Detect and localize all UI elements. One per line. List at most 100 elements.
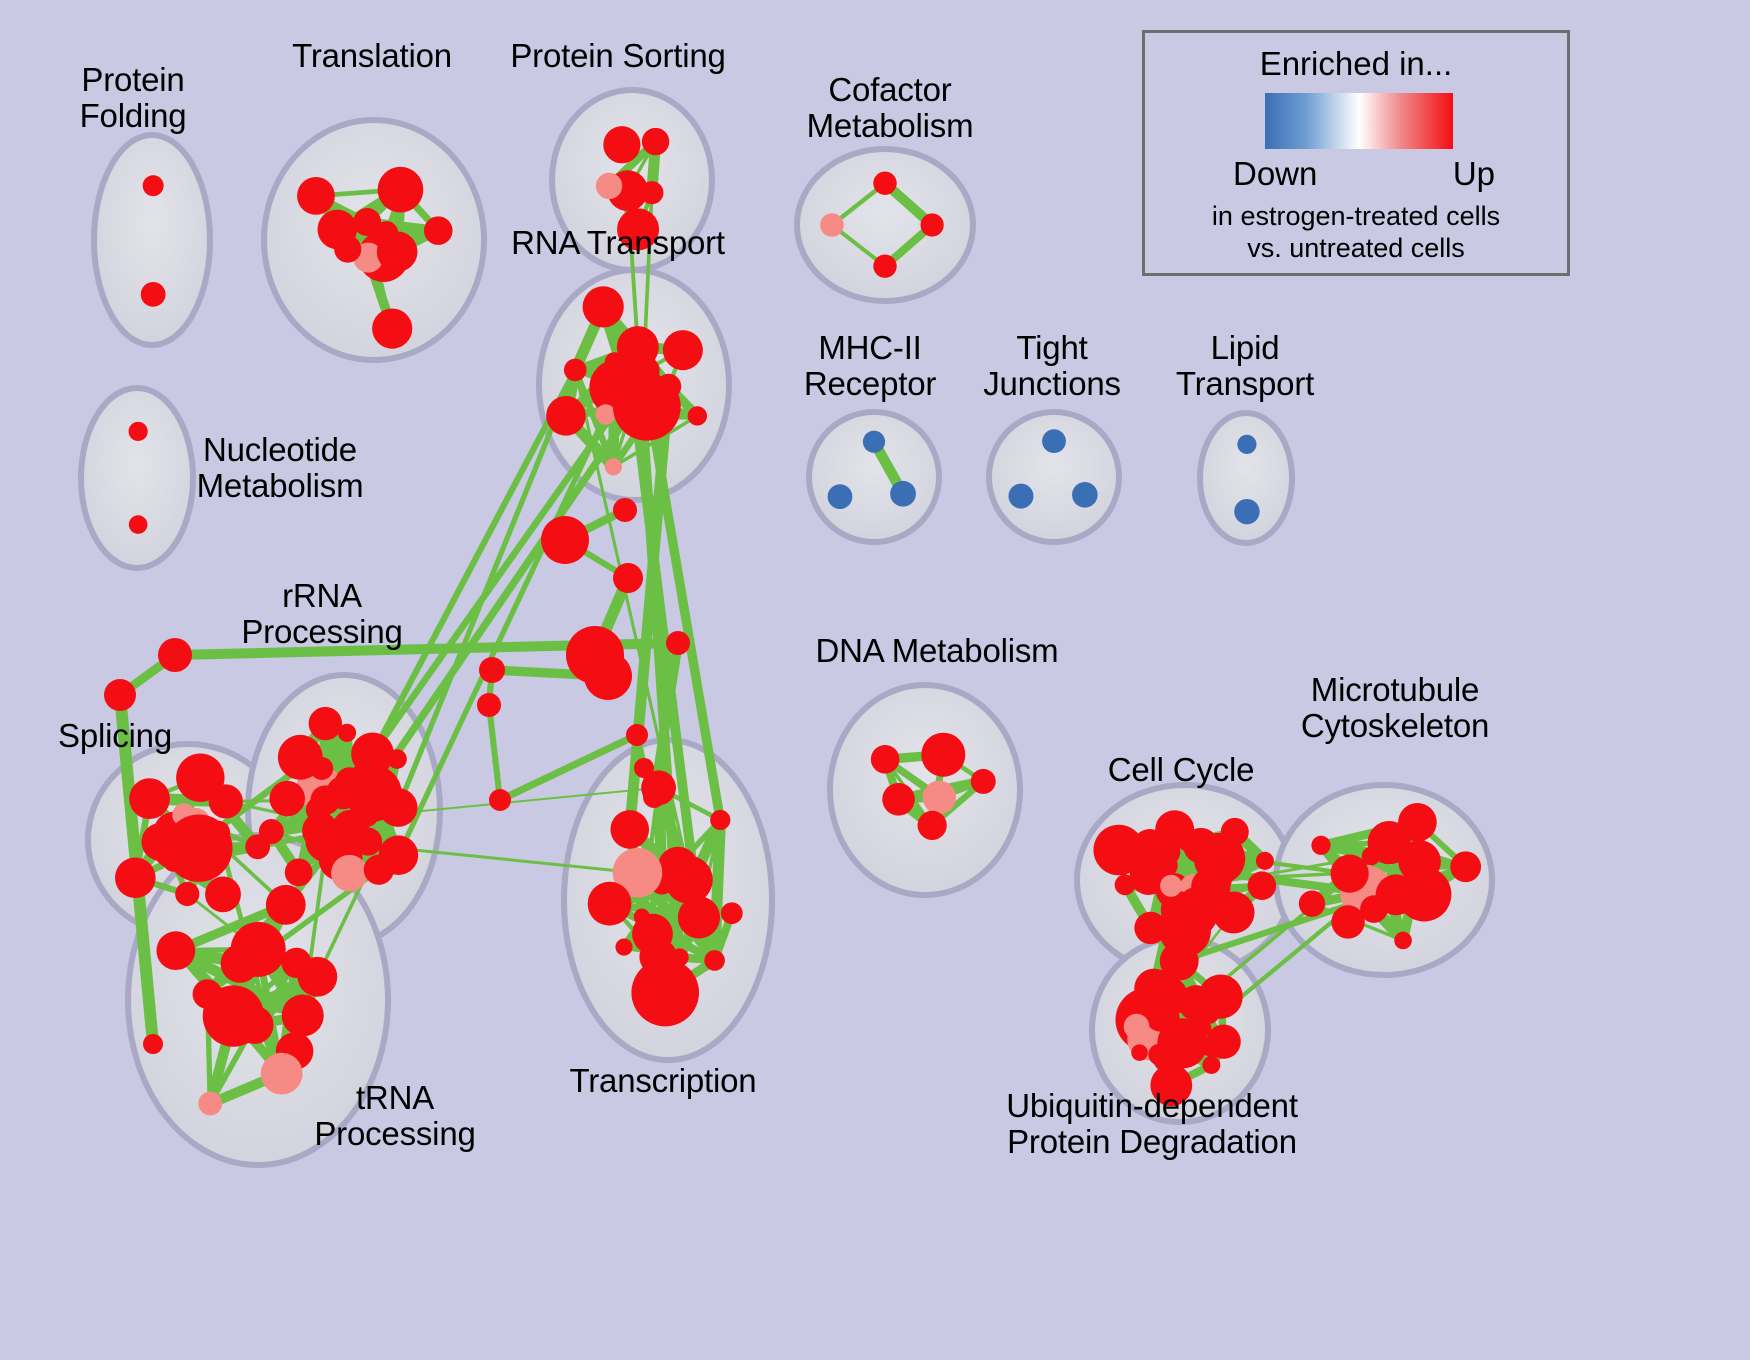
gene-set-node	[308, 706, 342, 741]
gene-set-node	[140, 281, 166, 307]
gene-set-node	[1255, 851, 1274, 870]
gene-set-node	[710, 809, 731, 831]
gene-set-node	[1132, 829, 1168, 864]
cluster-ellipse	[794, 146, 976, 304]
gene-set-node	[873, 171, 897, 195]
gene-set-node	[687, 406, 708, 426]
gene-set-node	[604, 458, 622, 476]
gene-set-node	[176, 753, 225, 802]
gene-set-node	[1134, 968, 1174, 1009]
gene-set-node	[617, 208, 660, 251]
gene-set-node	[662, 330, 703, 371]
gene-set-node	[612, 847, 663, 898]
gene-set-node	[202, 985, 265, 1047]
gene-set-node	[158, 638, 192, 672]
gene-set-node	[584, 652, 632, 700]
cluster-label-lipid-transport: Lipid Transport	[1175, 329, 1315, 402]
gene-set-node	[1331, 905, 1365, 939]
gene-set-node	[1159, 941, 1199, 981]
gene-set-node	[970, 768, 996, 794]
gene-set-node	[541, 516, 589, 564]
gene-set-node	[489, 789, 511, 811]
spine-edge	[485, 701, 504, 804]
cluster-label-rna-transport: RNA Transport	[511, 224, 725, 261]
cluster-label-protein-folding: Protein Folding	[79, 61, 187, 134]
gene-set-node	[922, 780, 956, 814]
gene-set-node	[198, 1091, 223, 1116]
gene-set-node	[1093, 824, 1145, 876]
gene-set-node	[1148, 1043, 1170, 1066]
gene-set-node	[334, 235, 362, 263]
gene-set-node	[337, 723, 357, 742]
gene-set-node	[820, 213, 844, 237]
gene-set-node	[363, 854, 394, 885]
gene-set-node	[612, 372, 681, 441]
gene-set-node	[632, 913, 673, 955]
gene-set-node	[613, 498, 637, 522]
gene-set-node	[613, 563, 643, 593]
gene-set-node	[643, 786, 665, 808]
gene-set-node	[143, 1034, 163, 1054]
gene-set-node	[603, 126, 641, 164]
gene-set-node	[616, 326, 659, 369]
legend-caption-line1: in estrogen-treated cells	[1211, 201, 1501, 231]
gene-set-node	[387, 749, 407, 769]
gene-set-node	[1134, 911, 1167, 945]
gene-set-node	[546, 396, 586, 436]
gene-set-node	[1394, 931, 1412, 950]
gene-set-node	[265, 884, 306, 925]
gene-set-node	[477, 693, 501, 717]
gene-set-node	[1202, 1055, 1221, 1074]
gene-set-node	[631, 958, 700, 1027]
gene-set-node	[1311, 835, 1331, 855]
gene-set-node	[260, 1052, 303, 1095]
gene-set-node	[1191, 1017, 1212, 1038]
cluster-label-dna-metabolism: DNA Metabolism	[815, 632, 1059, 669]
gene-set-node	[314, 835, 346, 866]
gene-set-node	[331, 854, 368, 892]
cluster-label-protein-sorting: Protein Sorting	[510, 37, 726, 74]
gene-set-node	[1450, 851, 1482, 883]
gene-set-node	[175, 881, 200, 907]
gene-set-node	[921, 732, 966, 777]
gene-set-node	[378, 788, 418, 827]
gene-set-node	[873, 254, 897, 278]
cluster-label-mhc-ii-receptor: MHC-II Receptor	[803, 329, 937, 402]
gene-set-node	[353, 208, 382, 237]
gene-set-node	[205, 876, 241, 913]
gene-set-node	[1212, 891, 1255, 934]
gene-set-node	[1234, 498, 1260, 525]
cluster-ellipse	[806, 409, 942, 545]
spine-edge	[496, 731, 641, 804]
gene-set-node	[610, 810, 650, 849]
cluster-label-transcription: Transcription	[569, 1062, 757, 1099]
legend-box: Enriched in... Down Up in estrogen-treat…	[1142, 30, 1570, 276]
cluster-label-tight-junctions: Tight Junctions	[983, 329, 1121, 402]
gene-set-node	[128, 421, 148, 442]
cluster-ellipse	[78, 385, 196, 571]
cluster-label-microtubule-cytoskeleton: Microtubule Cytoskeleton	[1300, 671, 1490, 744]
gene-set-node	[297, 176, 335, 215]
gene-set-node	[1247, 871, 1277, 901]
cluster-ellipse	[1197, 410, 1295, 546]
gene-set-node	[1123, 1013, 1150, 1040]
gene-set-node	[165, 814, 233, 882]
inter-cluster-edge	[624, 380, 675, 835]
legend-caption-line2: vs. untreated cells	[1247, 233, 1465, 263]
gene-set-node	[128, 515, 148, 534]
legend-title: Enriched in...	[1259, 45, 1453, 82]
gene-set-node	[587, 881, 632, 926]
gene-set-node	[1298, 890, 1326, 917]
cluster-label-trna-processing: tRNA Processing	[314, 1079, 476, 1152]
gene-set-node	[376, 231, 418, 272]
gene-set-node	[141, 822, 180, 861]
cluster-label-cofactor-metabolism: Cofactor Metabolism	[806, 71, 974, 144]
edge	[170, 945, 309, 1021]
cluster-label-ubiquitin-dependent-protein-degradation: Ubiquitin-dependent Protein Degradation	[1006, 1087, 1298, 1160]
gene-set-node	[1129, 856, 1168, 895]
gene-set-node	[1008, 483, 1034, 509]
gene-set-node	[377, 166, 424, 213]
gene-set-node	[220, 944, 260, 983]
cluster-label-translation: Translation	[292, 37, 452, 74]
gene-set-node	[870, 744, 900, 774]
